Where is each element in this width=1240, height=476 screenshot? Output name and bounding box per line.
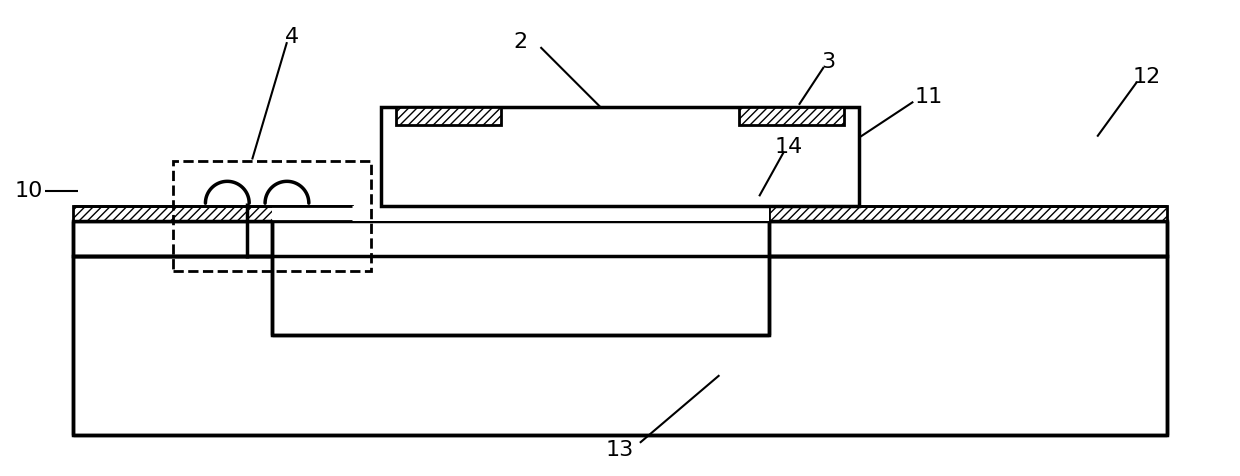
Text: 2: 2 (513, 32, 528, 52)
Bar (272, 206, 769, 221)
Text: 12: 12 (1133, 67, 1161, 87)
Text: 13: 13 (606, 440, 634, 460)
Bar (382, 107, 858, 206)
Bar (769, 206, 1167, 221)
Bar (172, 161, 372, 271)
Text: 3: 3 (822, 52, 836, 72)
Bar (73, 206, 352, 221)
Text: 10: 10 (15, 181, 42, 201)
Bar (272, 221, 769, 336)
Text: 14: 14 (775, 137, 804, 157)
Bar (73, 256, 1167, 435)
Text: 11: 11 (914, 87, 942, 107)
Bar (73, 221, 1167, 256)
Text: 4: 4 (285, 27, 299, 47)
Bar (397, 107, 501, 125)
Bar (739, 107, 843, 125)
